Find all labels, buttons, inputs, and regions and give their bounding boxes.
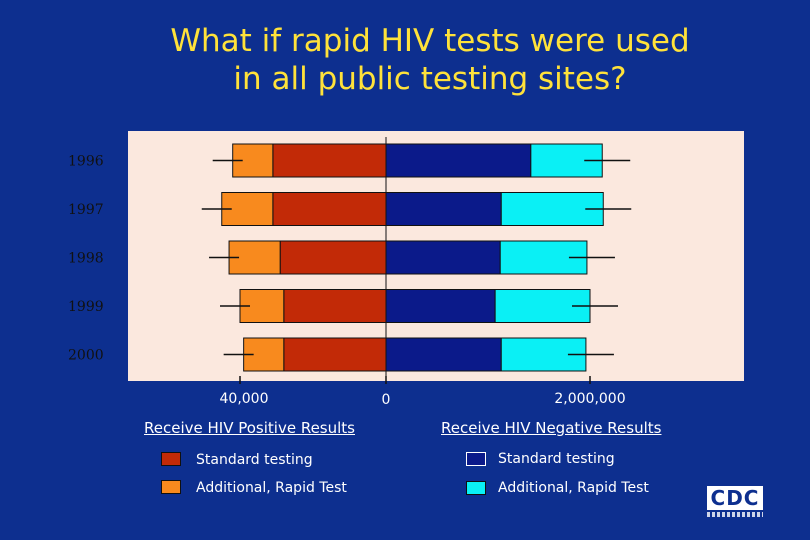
legend-positive-heading: Receive HIV Positive Results xyxy=(144,419,355,437)
bar-2000-positive-standard xyxy=(283,337,387,372)
legend-label-positive-rapid: Additional, Rapid Test xyxy=(196,480,347,496)
bar-2000-negative-standard xyxy=(385,337,502,372)
y-tick-label-1996: 1996 xyxy=(68,154,104,170)
bar-1998-negative-standard xyxy=(385,240,501,275)
bar-1996-positive-rapid xyxy=(232,143,274,178)
legend-swatch-negative-rapid xyxy=(466,481,486,495)
legend-label-negative-standard: Standard testing xyxy=(498,451,615,467)
chart-title-line-2: in all public testing sites? xyxy=(233,61,627,97)
legend-label-negative-rapid: Additional, Rapid Test xyxy=(498,480,649,496)
chart-title: What if rapid HIV tests were used in all… xyxy=(0,22,810,98)
y-tick-label-2000: 2000 xyxy=(68,348,104,364)
x-tick-label-0: 40,000 xyxy=(220,391,269,407)
legend-negative-heading: Receive HIV Negative Results xyxy=(441,419,662,437)
bar-1997-negative-standard xyxy=(385,192,502,226)
legend-label-positive-standard: Standard testing xyxy=(196,452,313,468)
bar-1996-negative-standard xyxy=(385,143,532,178)
x-tick-label-2: 2,000,000 xyxy=(554,391,625,407)
bar-1999-positive-rapid xyxy=(239,289,285,323)
bar-1998-positive-standard xyxy=(279,240,387,275)
legend-swatch-positive-standard xyxy=(161,452,181,466)
x-tick-label-1: 0 xyxy=(382,392,391,408)
y-tick-label-1999: 1999 xyxy=(68,299,104,315)
bar-1997-positive-standard xyxy=(272,192,387,226)
y-tick-label-1997: 1997 xyxy=(68,202,104,218)
legend-swatch-positive-rapid xyxy=(161,480,181,494)
legend-swatch-negative-standard xyxy=(466,452,486,466)
cdc-logo: CDC xyxy=(707,486,763,517)
cdc-logo-text: CDC xyxy=(707,486,763,510)
bar-1996-positive-standard xyxy=(272,143,387,178)
chart-title-line-1: What if rapid HIV tests were used xyxy=(170,23,690,59)
bar-1999-negative-standard xyxy=(385,289,496,323)
y-tick-label-1998: 1998 xyxy=(68,251,104,267)
bar-1999-positive-standard xyxy=(283,289,387,323)
